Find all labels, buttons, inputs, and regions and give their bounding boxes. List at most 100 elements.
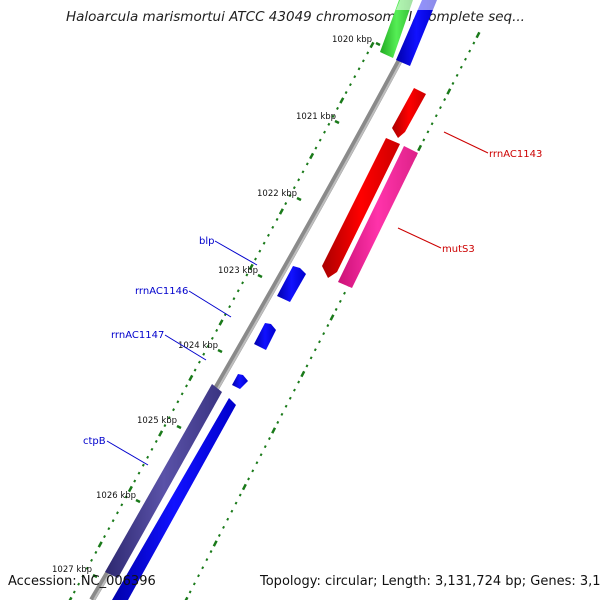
tick-mark: [297, 380, 301, 384]
gene-label-mutS3[interactable]: mutS3: [442, 244, 475, 255]
gene-label-blp[interactable]: blp: [199, 236, 214, 247]
tick-mark: [357, 67, 361, 71]
gene-label-rrnAC1147[interactable]: rrnAC1147: [111, 330, 164, 341]
tick-mark: [459, 65, 463, 69]
tick-mark: [329, 314, 335, 321]
tick-mark: [305, 364, 309, 368]
tick-mark: [343, 291, 346, 295]
tick-mark: [228, 305, 232, 309]
scale-label: 1024 kbp: [178, 341, 218, 351]
gene-mutS3[interactable]: [338, 146, 418, 288]
tick-mark: [90, 558, 94, 562]
tick-mark: [127, 485, 133, 493]
tick-mark: [422, 138, 426, 142]
tick-mark: [327, 122, 331, 126]
tick-mark: [276, 420, 280, 424]
tick-mark: [68, 596, 73, 600]
tick-mark: [124, 495, 128, 499]
tick-mark: [446, 88, 452, 95]
tick-mark: [241, 281, 245, 285]
tick-mark: [259, 453, 263, 457]
gene-blue-top[interactable]: [396, 0, 437, 66]
tick-mark: [217, 533, 221, 537]
tick-mark: [167, 416, 171, 420]
tick-mark: [245, 273, 249, 277]
tick-mark: [309, 356, 313, 360]
tick-mark: [97, 541, 103, 548]
tick-mark: [72, 590, 76, 594]
accession-text: Accession: NC_006396: [8, 574, 156, 589]
tick-mark: [205, 558, 209, 562]
tick-mark: [238, 493, 242, 497]
gene-blue-long[interactable]: [112, 398, 236, 600]
tick-mark: [426, 130, 430, 134]
scale-label: 1027 kbp: [52, 565, 92, 575]
tick-mark: [254, 257, 257, 261]
tick-mark: [202, 352, 206, 356]
tick-mark: [172, 408, 175, 412]
tick-mark: [267, 233, 270, 237]
tick-mark: [116, 511, 119, 515]
tick-mark: [197, 574, 200, 578]
tick-mark: [288, 396, 292, 400]
tick-mark: [284, 404, 288, 408]
tick-mark: [206, 344, 210, 348]
tick-mark: [361, 59, 365, 63]
tick-mark: [309, 152, 315, 160]
gene-red-large[interactable]: [322, 138, 400, 278]
tick-mark: [111, 519, 115, 523]
tick-mark: [230, 509, 234, 513]
tick-mark: [338, 299, 342, 303]
tick-mark: [434, 114, 438, 118]
gene-label-rrnAC1146[interactable]: rrnAC1146: [135, 286, 188, 297]
tick-mark: [193, 368, 197, 372]
tick-mark: [323, 130, 326, 134]
tick-mark: [234, 501, 238, 505]
tick-mark: [94, 550, 98, 554]
tick-mark: [326, 324, 330, 328]
tick-mark: [300, 370, 306, 378]
scale-label: 1022 kbp: [257, 189, 297, 199]
tick-mark: [267, 437, 271, 441]
tick-mark: [455, 73, 459, 77]
tick-mark: [322, 332, 326, 336]
gene-blp[interactable]: [277, 266, 306, 302]
tick-mark: [120, 503, 124, 507]
tick-mark: [271, 225, 275, 229]
tick-mark: [271, 427, 277, 434]
gene-rrnAC1143[interactable]: [392, 88, 426, 138]
gene-label-rrnAC1143[interactable]: rrnAC1143: [489, 149, 542, 160]
tick-mark: [472, 41, 476, 45]
tick-mark: [439, 106, 442, 110]
tick-mark: [313, 348, 317, 352]
tick-mark: [218, 319, 224, 326]
tick-mark: [107, 527, 111, 531]
scale-label: 1023 kbp: [218, 266, 258, 276]
tick-mark: [188, 590, 192, 594]
tick-mark: [417, 144, 423, 152]
gene-rrnAC1146[interactable]: [254, 323, 276, 350]
tick-mark: [275, 217, 279, 221]
tick-mark: [188, 374, 194, 382]
tick-mark: [280, 412, 284, 416]
gene-ctpB[interactable]: [105, 384, 222, 578]
tick-mark: [318, 138, 322, 142]
genome-summary: Topology: circular; Length: 3,131,724 bp…: [260, 574, 600, 589]
tick-mark: [344, 91, 348, 95]
tick-mark: [212, 540, 218, 547]
tick-mark: [262, 241, 266, 245]
tick-mark: [85, 566, 89, 570]
tick-mark: [210, 336, 214, 340]
gene-green[interactable]: [380, 0, 413, 58]
tick-mark: [318, 340, 321, 344]
gene-label-ctpB[interactable]: ctpB: [83, 436, 106, 447]
tick-mark: [241, 483, 247, 491]
tick-mark: [293, 388, 296, 392]
tick-mark: [314, 146, 318, 150]
scale-major-ticks: [92, 41, 381, 579]
tick-mark: [468, 49, 472, 53]
gene-rrnAC1147[interactable]: [232, 374, 248, 389]
tick-mark: [215, 328, 219, 332]
gene-top-faded: [396, 0, 440, 10]
scale-label: 1020 kbp: [332, 35, 372, 45]
